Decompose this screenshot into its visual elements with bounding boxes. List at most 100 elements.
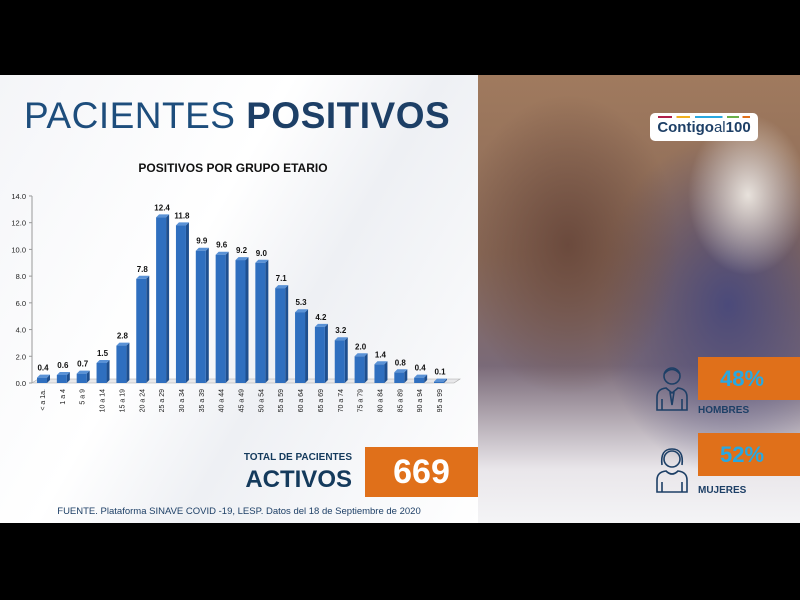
bar xyxy=(76,373,87,383)
bar-side xyxy=(47,374,50,383)
x-tick-label: 95 a 99 xyxy=(437,389,444,412)
bar xyxy=(414,377,425,383)
bar-side xyxy=(404,369,408,383)
women-label: MUJERES xyxy=(698,485,747,496)
bar xyxy=(295,312,306,383)
bar xyxy=(434,381,444,383)
bar xyxy=(235,260,246,383)
bar-top xyxy=(136,275,150,279)
bar xyxy=(394,372,405,383)
left-panel: PACIENTES POSITIVOS POSITIVOS POR GRUPO … xyxy=(0,75,478,523)
x-tick-label: 80 a 84 xyxy=(377,389,384,412)
bar-side xyxy=(364,353,368,383)
total-value: 669 xyxy=(365,447,478,497)
bar-top xyxy=(215,251,229,255)
data-label: 2.8 xyxy=(117,332,129,341)
bar xyxy=(195,250,206,383)
bar-side xyxy=(245,257,249,383)
bar xyxy=(255,262,266,383)
bar-top xyxy=(374,361,388,365)
woman-icon xyxy=(656,448,688,493)
total-label-bold: ACTIVOS xyxy=(245,466,352,493)
bar-top xyxy=(354,353,368,357)
age-group-bar-chart: 0.0 2.0 4.0 6.0 8.0 10.0 12.0 14.0 0.4 < a 1a. 0.6… xyxy=(11,192,461,412)
bar-side xyxy=(205,247,209,383)
page-title: PACIENTES POSITIVOS xyxy=(24,95,451,136)
bar-top xyxy=(96,359,110,363)
bar-side xyxy=(424,374,428,383)
data-label: 1.4 xyxy=(375,350,387,359)
total-label: TOTAL DE PACIENTES xyxy=(243,452,352,463)
bar-side xyxy=(285,285,289,383)
data-label: 2.0 xyxy=(355,342,367,351)
x-tick-label: 65 a 69 xyxy=(318,389,325,412)
y-tick-label: 10.0 xyxy=(11,245,26,254)
bar-top xyxy=(195,247,209,251)
bar-top xyxy=(434,378,447,382)
women-percentage: 52% xyxy=(698,433,800,476)
y-tick-label: 0.0 xyxy=(16,379,26,388)
data-label: 9.6 xyxy=(216,241,228,250)
x-tick-label: 60 a 64 xyxy=(298,389,305,412)
x-tick-label: 55 a 59 xyxy=(278,389,285,412)
bar xyxy=(374,364,385,383)
data-label: 7.1 xyxy=(276,274,288,283)
contigo-logo: Contigoal100 xyxy=(650,113,758,141)
y-tick-label: 14.0 xyxy=(11,192,26,201)
x-tick-label: < a 1a. xyxy=(40,389,47,411)
bar-top xyxy=(414,374,428,378)
bar xyxy=(37,377,47,383)
bar-side xyxy=(324,323,328,383)
bar xyxy=(56,374,67,383)
bar xyxy=(354,356,365,383)
bar-top xyxy=(175,222,189,226)
men-label: HOMBRES xyxy=(698,405,750,416)
bar-top xyxy=(334,337,348,341)
bar-top xyxy=(314,323,328,327)
bar-top xyxy=(76,370,90,374)
y-tick-label: 8.0 xyxy=(16,272,26,281)
bar-top xyxy=(295,309,309,313)
bar-side xyxy=(106,359,110,383)
x-tick-label: 25 a 29 xyxy=(159,389,166,412)
man-icon xyxy=(656,367,688,411)
x-tick-label: 20 a 24 xyxy=(139,389,146,412)
x-tick-label: 5 a 9 xyxy=(80,389,87,405)
bar xyxy=(314,326,325,383)
bar-side xyxy=(225,251,229,383)
data-label: 3.2 xyxy=(335,326,347,335)
data-label: 9.2 xyxy=(236,246,248,255)
bar-side xyxy=(86,370,90,383)
x-tick-label: 10 a 14 xyxy=(100,389,107,412)
bar xyxy=(215,254,226,383)
y-tick-label: 12.0 xyxy=(11,219,26,228)
bar-top xyxy=(116,342,130,346)
bar-side xyxy=(185,222,189,383)
x-tick-label: 50 a 54 xyxy=(258,389,265,412)
bar xyxy=(275,288,286,383)
bar-side xyxy=(384,361,388,383)
data-label: 11.8 xyxy=(174,211,190,220)
bar xyxy=(96,362,107,383)
bar-side xyxy=(66,371,70,383)
x-tick-label: 75 a 79 xyxy=(358,389,365,412)
x-tick-label: 40 a 44 xyxy=(219,389,226,412)
bar-top xyxy=(235,257,249,261)
data-label: 1.5 xyxy=(97,349,109,358)
bar xyxy=(116,345,127,383)
bar-top xyxy=(156,214,170,218)
bar-top xyxy=(394,369,408,373)
bar-top xyxy=(255,259,269,263)
x-tick-label: 30 a 34 xyxy=(179,389,186,412)
data-label: 0.4 xyxy=(415,364,427,373)
data-label: 9.0 xyxy=(256,249,268,258)
data-label: 4.2 xyxy=(315,313,327,322)
bar xyxy=(136,278,147,383)
bar-side xyxy=(146,275,150,383)
data-label: 0.1 xyxy=(434,368,446,377)
men-percentage: 48% xyxy=(698,357,800,400)
x-tick-label: 85 a 89 xyxy=(397,389,404,412)
data-label: 5.3 xyxy=(295,298,307,307)
bar-side xyxy=(265,259,269,383)
data-label: 12.4 xyxy=(154,203,170,212)
